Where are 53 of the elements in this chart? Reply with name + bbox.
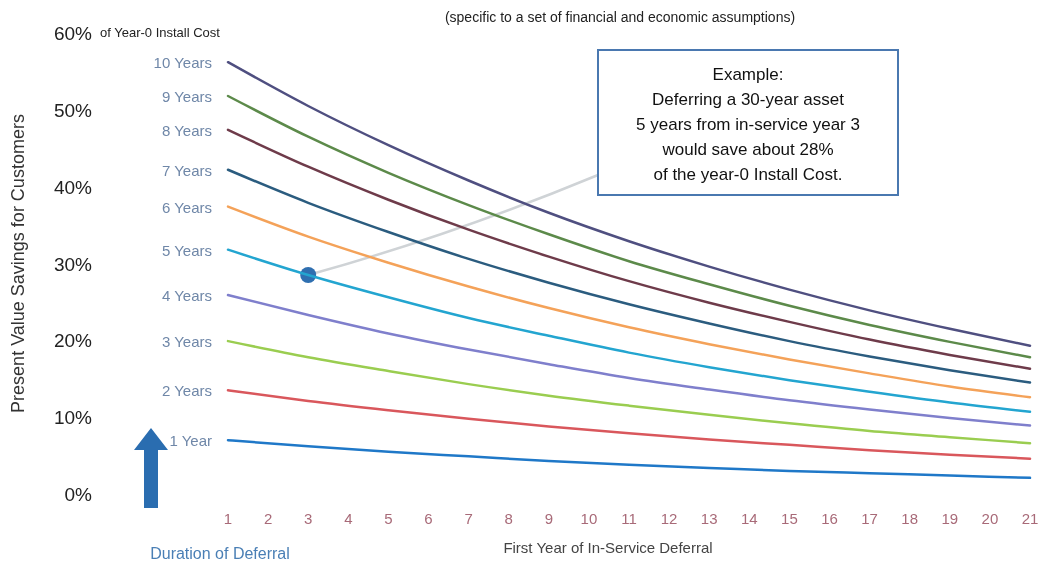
- series-label: 1 Year: [169, 432, 212, 450]
- x-tick-label: 3: [304, 510, 313, 527]
- x-tick-label: 8: [504, 510, 513, 527]
- x-tick-label: 2: [263, 510, 273, 527]
- x-tick-label: 17: [861, 510, 878, 527]
- chart-subtitle: (specific to a set of financial and economic assumptions): [444, 9, 796, 25]
- line-series: [226, 248, 1032, 414]
- line-series: [226, 94, 1032, 359]
- x-axis-title: First Year of In-Service Deferral: [503, 539, 713, 556]
- x-tick-label: 9: [544, 510, 553, 527]
- x-tick-label: 18: [901, 510, 919, 527]
- series-label: 4 Years: [161, 287, 212, 304]
- annotation: Example: Deferring a 30-year asset 5 years from in-service year 3 would save about 28% of the year-0 Install Cost.: [636, 65, 860, 184]
- series-label: 7 Years: [161, 161, 212, 179]
- y-tick-label: 60%: [53, 23, 93, 44]
- x-tick-label: 21: [1021, 510, 1039, 527]
- y-tick-label: 50%: [53, 99, 93, 121]
- series-label: 6 Years: [161, 198, 212, 216]
- x-tick-label: 20: [981, 510, 999, 527]
- series-label: 2 Years: [161, 382, 212, 400]
- line-series: [226, 438, 1032, 480]
- series-label: 5 Years: [161, 241, 212, 259]
- line-series: [226, 205, 1032, 399]
- text: Duration of Deferral: [150, 545, 290, 562]
- x-tick-label: 15: [781, 510, 798, 527]
- x-tick-label: 13: [700, 510, 718, 527]
- x-tick-label: 5: [384, 510, 393, 527]
- line-series: [226, 293, 1032, 427]
- line-series: [226, 60, 1032, 347]
- x-tick-label: 12: [660, 510, 678, 527]
- x-tick-label: 11: [621, 510, 637, 527]
- x-tick-label: 10: [580, 510, 598, 527]
- x-tick-label: 6: [424, 510, 433, 527]
- x-tick-label: 1: [223, 510, 233, 527]
- series-label: 10 Years: [153, 54, 212, 72]
- y-tick-label: 0%: [64, 484, 93, 505]
- x-tick-label: 19: [941, 510, 959, 527]
- x-tick-label: 4: [344, 510, 353, 527]
- y-tick-label: 40%: [53, 176, 93, 198]
- series-label: 8 Years: [161, 121, 212, 139]
- x-tick-label: 7: [464, 510, 473, 527]
- y-tick-label: 10%: [53, 407, 93, 429]
- x-tick-label: 14: [740, 510, 758, 527]
- line-series: [226, 168, 1032, 384]
- line-series: [226, 389, 1032, 460]
- y-tick-label: 30%: [53, 253, 93, 275]
- series-label: 9 Years: [161, 88, 212, 105]
- y-tick-label: 20%: [53, 330, 93, 352]
- x-tick-label: 16: [821, 510, 838, 527]
- series-label: 3 Years: [161, 333, 212, 351]
- text: of Year-0 Install Cost: [100, 25, 221, 40]
- line-series: [226, 339, 1032, 445]
- y-axis-title: Present Value Savings for Customers: [8, 114, 28, 413]
